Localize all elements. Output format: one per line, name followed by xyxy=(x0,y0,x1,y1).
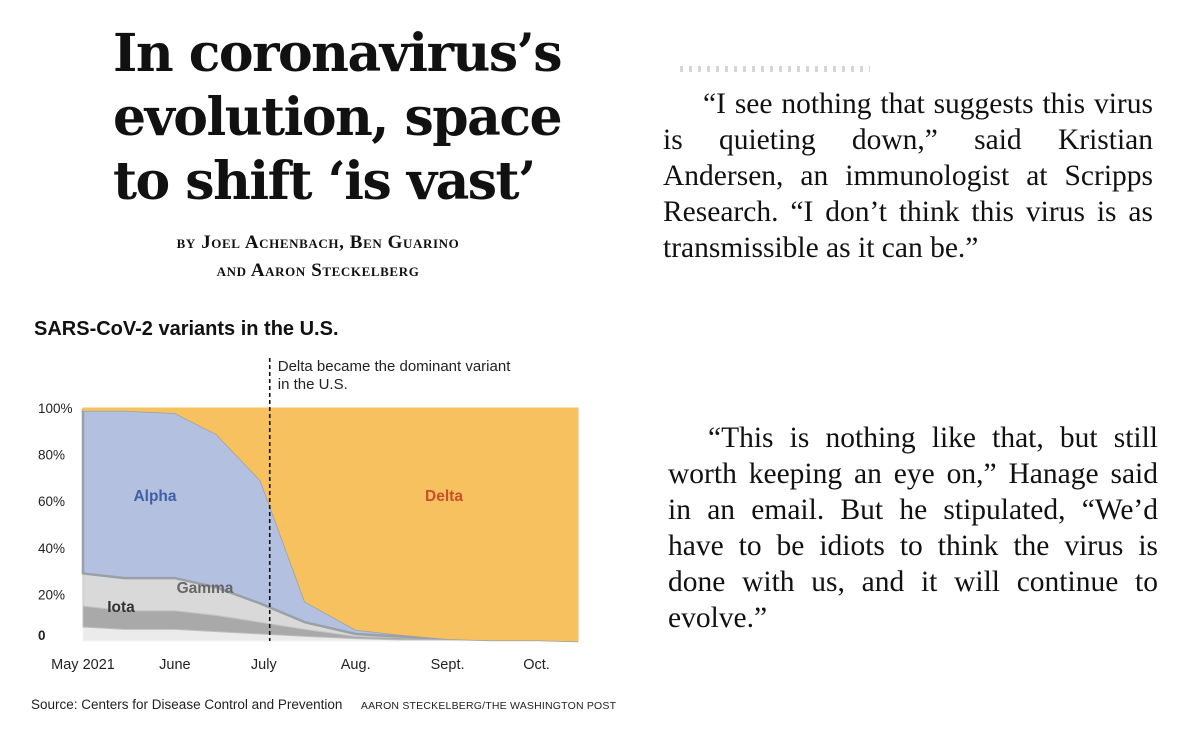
area-delta xyxy=(82,407,579,642)
x-tick-label: June xyxy=(159,657,190,673)
y-tick-label: 100% xyxy=(38,401,73,416)
chart-credits: Source: Centers for Disease Control and … xyxy=(31,696,616,714)
chart-title: SARS-CoV-2 variants in the U.S. xyxy=(34,318,339,340)
headline: In coronavirus’s evolution, space to shi… xyxy=(113,22,563,214)
annotation-text: Delta became the dominant variant in the … xyxy=(278,358,511,393)
series-label-gamma: Gamma xyxy=(177,580,234,597)
byline-line-2: and Aaron Steckelberg xyxy=(216,260,420,281)
series-labels: Alpha Delta Gamma Iota xyxy=(107,488,463,616)
quote-1-text: “I see nothing that suggests this virus … xyxy=(663,88,1153,264)
graphic-credit: AARON STECKELBERG/THE WASHINGTON POST xyxy=(360,700,617,712)
x-tick-label: Oct. xyxy=(523,657,550,673)
y-tick-label: 60% xyxy=(38,494,65,509)
quote-block-2: “This is nothing like that, but still wo… xyxy=(668,420,1158,636)
y-tick-label: 20% xyxy=(38,587,65,602)
quote-block-1: “I see nothing that suggests this virus … xyxy=(663,86,1153,266)
headline-line-1: In coronavirus’s xyxy=(113,23,563,84)
x-tick-label: July xyxy=(251,657,278,673)
x-axis-ticks: May 2021 June July Aug. Sept. Oct. xyxy=(51,657,550,673)
x-tick-label: Sept. xyxy=(431,657,465,673)
series-label-delta: Delta xyxy=(425,488,463,505)
byline: by Joel Achenbach, Ben Guarino and Aaron… xyxy=(108,229,528,285)
series-label-alpha: Alpha xyxy=(133,488,176,505)
x-tick-label: Aug. xyxy=(341,657,371,673)
y-axis-ticks: 0 20% 40% 60% 80% 100% xyxy=(38,401,73,643)
variants-area-chart: 0 20% 40% 60% 80% 100% May 2021 June July Aug. Se… xyxy=(38,358,579,673)
series-label-iota: Iota xyxy=(107,599,135,616)
headline-line-2: evolution, space xyxy=(113,87,563,148)
y-tick-label: 0 xyxy=(38,628,46,643)
headline-line-3: to shift ‘is vast’ xyxy=(113,151,536,212)
source-note: Source: Centers for Disease Control and … xyxy=(31,697,343,712)
y-tick-label: 40% xyxy=(38,541,65,556)
annotation: Delta became the dominant variant in the … xyxy=(268,358,511,641)
x-tick-label: May 2021 xyxy=(51,657,115,673)
chart-areas xyxy=(81,407,579,643)
decorative-dots xyxy=(680,66,870,72)
byline-line-1: by Joel Achenbach, Ben Guarino xyxy=(176,232,460,253)
y-tick-label: 80% xyxy=(38,448,65,463)
quote-2-text: “This is nothing like that, but still wo… xyxy=(668,422,1158,634)
